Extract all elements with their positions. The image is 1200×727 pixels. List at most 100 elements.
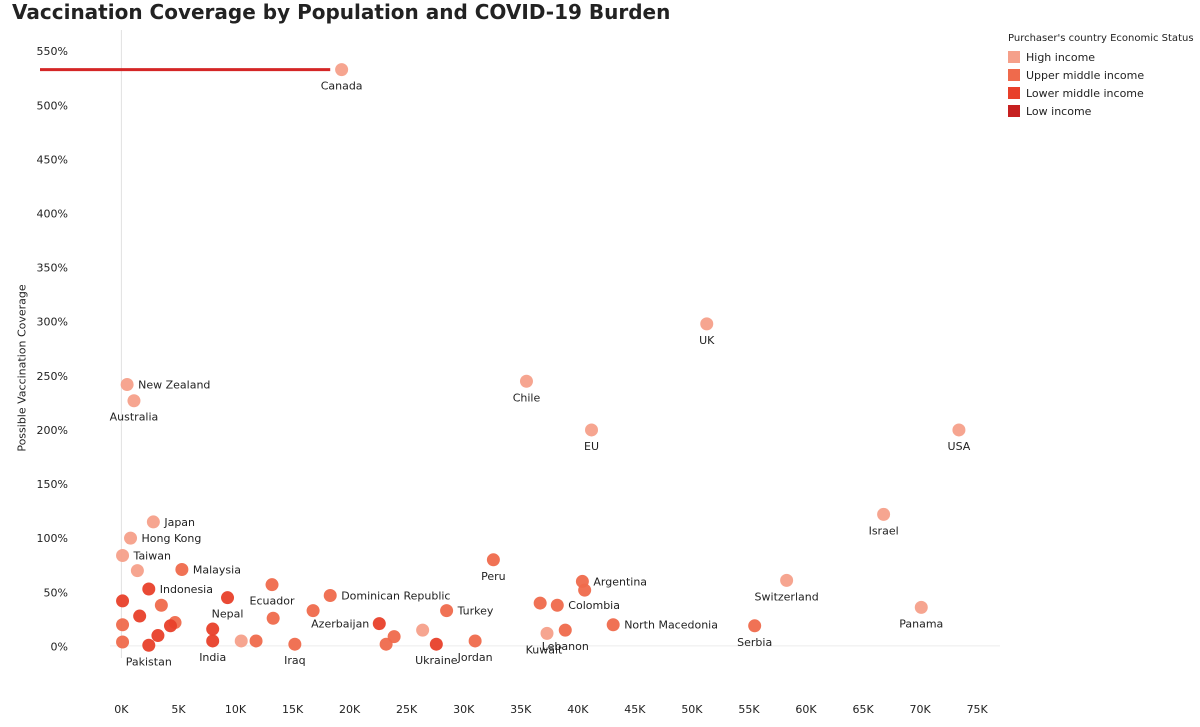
data-point — [468, 634, 482, 648]
data-point — [206, 622, 220, 636]
data-point — [265, 578, 279, 592]
x-tick-label: 65K — [852, 703, 874, 716]
data-point — [288, 637, 302, 651]
legend-item-high-income[interactable]: High income — [1008, 48, 1194, 66]
point-label: USA — [948, 440, 971, 453]
data-point — [206, 634, 220, 648]
x-tick-label: 10K — [225, 703, 247, 716]
data-point — [550, 598, 564, 612]
x-tick-label: 20K — [339, 703, 361, 716]
data-point — [116, 594, 130, 608]
x-tick-label: 45K — [624, 703, 646, 716]
point-label: Israel — [869, 524, 899, 537]
point-label: Lebanon — [542, 640, 589, 653]
point-label: Malaysia — [193, 564, 241, 577]
x-tick-label: 40K — [567, 703, 589, 716]
point-label: Canada — [321, 80, 363, 93]
data-point — [142, 582, 156, 596]
chart-title: Vaccination Coverage by Population and C… — [12, 0, 671, 24]
point-label: Australia — [110, 411, 159, 424]
data-point — [234, 634, 248, 648]
point-label: Japan — [163, 516, 195, 529]
data-point — [133, 609, 147, 623]
data-point — [440, 604, 454, 618]
data-point — [416, 623, 430, 637]
data-point — [877, 507, 891, 521]
x-tick-label: 0K — [114, 703, 129, 716]
point-label: Turkey — [457, 605, 494, 618]
point-label: Dominican Republic — [341, 590, 450, 603]
y-tick-label: 150% — [37, 478, 68, 491]
point-label: North Macedonia — [624, 619, 718, 632]
data-point — [116, 635, 130, 649]
legend-item-low-income[interactable]: Low income — [1008, 102, 1194, 120]
point-label: Iraq — [284, 654, 306, 667]
data-point — [578, 583, 592, 597]
point-label: Serbia — [737, 636, 772, 649]
x-tick-label: 55K — [738, 703, 760, 716]
data-point — [486, 553, 500, 567]
legend-swatch — [1008, 105, 1020, 117]
data-point — [700, 317, 714, 331]
data-point — [127, 394, 141, 408]
x-tick-label: 30K — [453, 703, 475, 716]
legend-item-upper-middle-income[interactable]: Upper middle income — [1008, 66, 1194, 84]
y-tick-label: 100% — [37, 532, 68, 545]
point-label: Azerbaijan — [311, 618, 369, 631]
y-tick-label: 200% — [37, 424, 68, 437]
x-tick-label: 75K — [967, 703, 989, 716]
point-label: Jordan — [457, 651, 493, 664]
point-label: Panama — [899, 617, 943, 630]
x-tick-label: 5K — [171, 703, 186, 716]
x-tick-label: 35K — [510, 703, 532, 716]
data-point — [175, 563, 189, 577]
point-labels: Canada New Zealand Australia Chile UK EU USA Is… — [110, 80, 971, 669]
data-point — [130, 564, 144, 578]
data-point — [585, 423, 599, 437]
y-tick-label: 250% — [37, 370, 68, 383]
point-label: Ukraine — [415, 654, 458, 667]
x-tick-label: 50K — [681, 703, 703, 716]
point-label: Pakistan — [126, 655, 172, 668]
data-point — [558, 623, 572, 637]
data-point — [146, 515, 160, 529]
y-tick-label: 300% — [37, 316, 68, 329]
point-label: EU — [584, 440, 599, 453]
data-point — [120, 378, 134, 392]
data-point — [372, 617, 386, 631]
legend-title: Purchaser's country Economic Status — [1008, 33, 1194, 44]
y-tick-label: 500% — [37, 99, 68, 112]
legend-swatch — [1008, 51, 1020, 63]
data-point — [540, 626, 554, 640]
point-label: Switzerland — [755, 590, 819, 603]
data-point — [151, 629, 165, 643]
data-point — [266, 611, 280, 625]
point-label: Ecuador — [250, 595, 295, 608]
x-tick-label: 70K — [910, 703, 932, 716]
point-label: Nepal — [212, 608, 244, 621]
axes: 0% 50% 100% 150% 200% 250% 300% 350% 400% 450% 500… — [37, 30, 1000, 716]
legend-item-lower-middle-income[interactable]: Lower middle income — [1008, 84, 1194, 102]
y-tick-label: 0% — [51, 640, 68, 653]
legend-label: High income — [1026, 50, 1096, 64]
data-point — [306, 604, 320, 618]
data-point — [163, 619, 177, 633]
y-tick-label: 50% — [44, 586, 68, 599]
point-label: Chile — [513, 391, 541, 404]
point-label: Indonesia — [160, 583, 213, 596]
point-label: UK — [699, 334, 715, 347]
data-point — [780, 573, 794, 587]
legend-label: Low income — [1026, 104, 1092, 118]
point-label: Peru — [481, 570, 506, 583]
data-point — [335, 63, 349, 77]
data-points — [116, 63, 966, 652]
data-point — [914, 600, 928, 614]
data-point — [952, 423, 966, 437]
data-point — [154, 598, 168, 612]
legend-label: Lower middle income — [1026, 86, 1144, 100]
y-tick-label: 450% — [37, 153, 68, 166]
data-point — [221, 591, 235, 605]
x-tick-label: 15K — [282, 703, 304, 716]
legend-swatch — [1008, 87, 1020, 99]
